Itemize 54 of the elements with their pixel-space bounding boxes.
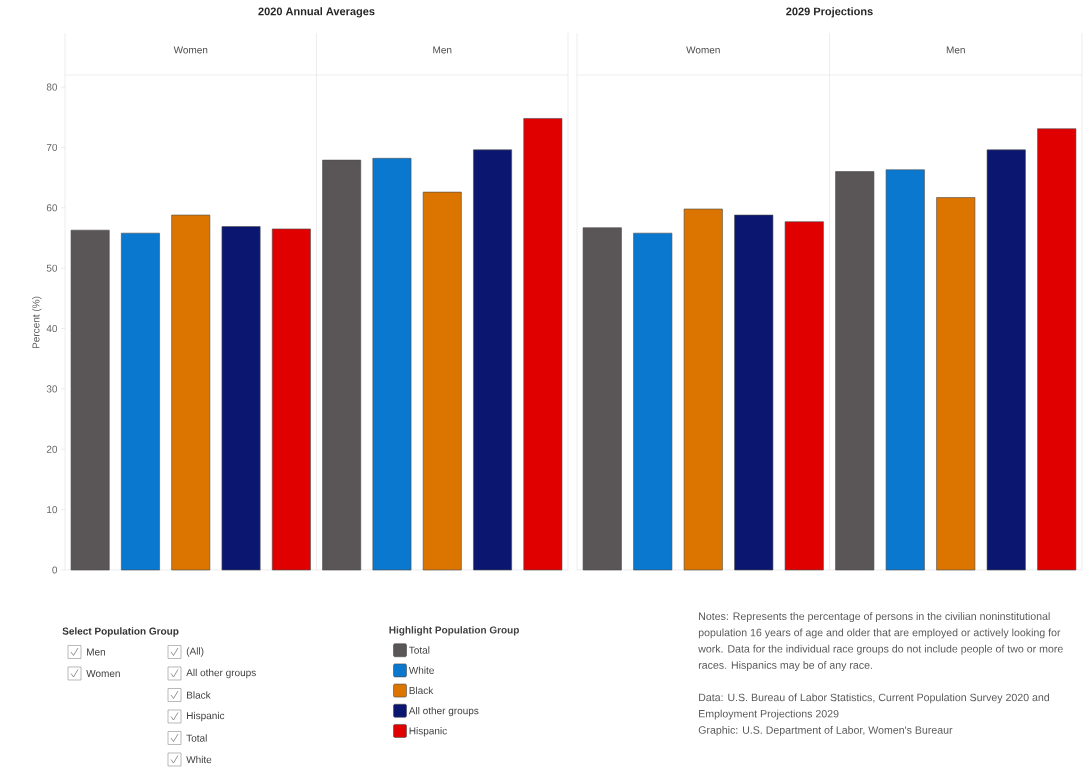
text: Hispanic bbox=[187, 711, 225, 722]
chart-title: 2020 Annual Averages bbox=[258, 7, 375, 18]
text: Data: U.S. Bureau of Labor Statistics, Current Population Survey 2020 and Employment Projections 2029 bbox=[699, 693, 1050, 720]
text: Graphic: U.S. Department of Labor, Women's Bureaur bbox=[698, 725, 953, 736]
bar bbox=[473, 149, 512, 571]
bar bbox=[683, 208, 723, 571]
legend-label: White bbox=[408, 666, 434, 674]
y-tick-label: 50 bbox=[46, 264, 58, 272]
bar bbox=[322, 159, 362, 571]
text: Notes: Represents the percentage of persons in the civilian noninstitutional population 16 years of age and older that are employed or actively looking for work. Data for the individual race groups do not include people of two or more races. Hispanics may be of any race. bbox=[698, 612, 1063, 671]
text: All other groups bbox=[186, 668, 256, 679]
bar bbox=[372, 158, 412, 571]
bar bbox=[986, 149, 1026, 571]
text: (All) bbox=[186, 647, 204, 657]
y-tick-label: 30 bbox=[46, 385, 58, 393]
legend-label: Hispanic bbox=[409, 727, 447, 737]
legend-label: Black bbox=[409, 686, 434, 695]
bar bbox=[582, 227, 622, 571]
bar bbox=[784, 221, 824, 571]
y-tick-label: 0 bbox=[52, 566, 58, 574]
bar bbox=[633, 232, 673, 571]
y-tick-label: 40 bbox=[46, 325, 58, 333]
text: White bbox=[186, 755, 212, 764]
legend-label: All other groups bbox=[408, 706, 479, 717]
x-tick-label: Men bbox=[946, 46, 965, 54]
y-tick-label: 10 bbox=[47, 506, 58, 514]
x-tick-label: Women bbox=[686, 46, 720, 54]
text: Women bbox=[86, 670, 120, 677]
x-tick-label: Men bbox=[433, 46, 452, 54]
text: Total bbox=[186, 734, 207, 742]
chart-title: 2029 Projections bbox=[786, 7, 873, 18]
bar bbox=[422, 191, 462, 571]
bar bbox=[835, 171, 875, 571]
bar bbox=[1037, 128, 1077, 571]
legend-title: Highlight Population Group bbox=[389, 626, 519, 636]
bar bbox=[885, 169, 925, 571]
y-tick-label: 60 bbox=[46, 204, 58, 212]
y-tick-label: 70 bbox=[46, 143, 58, 151]
x-tick-label: Women bbox=[173, 46, 208, 54]
y-axis-title: Percent (%) bbox=[32, 296, 42, 349]
text: Men bbox=[87, 648, 106, 656]
bar bbox=[734, 214, 774, 571]
y-tick-label: 20 bbox=[46, 445, 58, 453]
legend-label: Total bbox=[409, 646, 430, 654]
y-tick-label: 80 bbox=[46, 83, 58, 91]
bar bbox=[70, 229, 110, 571]
bar bbox=[271, 228, 311, 571]
bar bbox=[171, 214, 211, 571]
bar bbox=[523, 118, 563, 571]
bar bbox=[121, 232, 160, 571]
bar bbox=[936, 197, 976, 571]
bar bbox=[221, 226, 261, 571]
text: Select Population Group bbox=[62, 627, 179, 637]
text: Black bbox=[187, 691, 211, 699]
